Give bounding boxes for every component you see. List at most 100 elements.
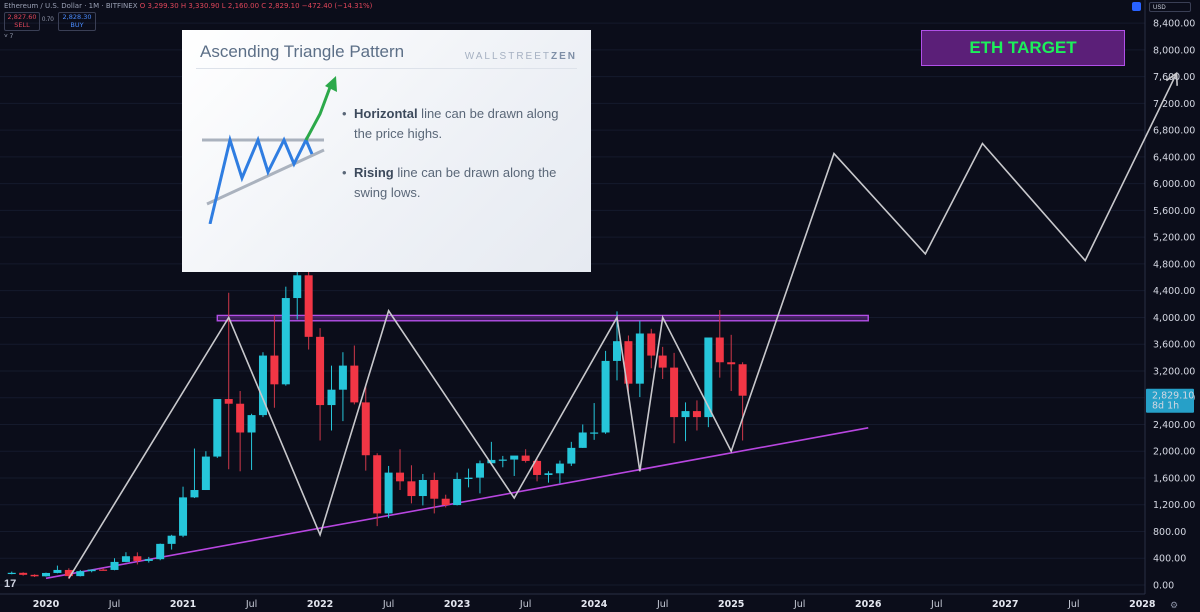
candle-body — [258, 355, 267, 416]
candle-body — [144, 559, 153, 561]
x-tick-label: Jul — [930, 599, 942, 610]
buy-price: 2,828.30 — [62, 13, 92, 21]
candle-body — [555, 463, 564, 474]
y-tick-label: 1,600.00 — [1153, 473, 1195, 484]
projection-path[interactable] — [68, 71, 1178, 579]
candle-body — [201, 456, 210, 491]
candle-body — [270, 355, 279, 385]
x-tick-label: 2024 — [581, 599, 608, 610]
candle-body — [670, 367, 679, 418]
candle-body — [441, 498, 450, 506]
candle-body — [316, 336, 325, 406]
candle-body — [624, 341, 633, 384]
y-tick-label: 3,200.00 — [1153, 366, 1195, 377]
x-tick-label: 2022 — [307, 599, 333, 610]
candle-body — [350, 365, 359, 403]
sell-button[interactable]: 2,827.60 SELL — [4, 12, 40, 31]
time-axis[interactable]: 2020 Jul 2021 Jul 2022 Jul 2023 Jul 2024 Jul 2025 J… — [0, 593, 1156, 610]
x-tick-label: 2026 — [855, 599, 882, 610]
x-tick-label: Jul — [108, 599, 120, 610]
candle-body — [338, 365, 347, 390]
triangle-pattern-icon — [202, 76, 337, 224]
x-tick-label: 2028 — [1129, 599, 1156, 610]
resistance-band[interactable] — [216, 314, 869, 322]
candle-body — [418, 479, 427, 497]
y-tick-label: 0.00 — [1153, 581, 1174, 592]
candle-body — [30, 574, 39, 577]
candle-body — [99, 569, 108, 571]
symbol-title: Ethereum / U.S. Dollar · 1M · BITFINEX — [4, 2, 138, 10]
candle-body — [727, 362, 736, 365]
candle-body — [167, 535, 176, 544]
candle-body — [42, 572, 50, 577]
y-tick-label: 2,000.00 — [1153, 447, 1195, 458]
y-tick-label: 1,200.00 — [1153, 500, 1195, 511]
candle-body — [647, 333, 656, 356]
x-tick-label: 2023 — [444, 599, 470, 610]
y-tick-label: 2,400.00 — [1153, 420, 1195, 431]
y-tick-label: 8,000.00 — [1153, 45, 1195, 56]
y-tick-label: 400.00 — [1153, 554, 1186, 565]
candle-body — [236, 403, 245, 433]
projection-zigzag — [68, 72, 1178, 579]
candle-body — [121, 556, 130, 562]
resistance-rect — [216, 314, 869, 322]
candle-body — [453, 478, 462, 506]
candle-body — [567, 447, 576, 464]
eth-target-box[interactable]: ETH TARGET — [921, 30, 1125, 66]
bullet-rising: • Rising line can be drawn along the swin… — [342, 165, 557, 200]
symbol-header: Ethereum / U.S. Dollar · 1M · BITFINEX O… — [4, 2, 372, 10]
gear-icon[interactable]: ⚙ — [1170, 600, 1179, 610]
x-tick-label: 2025 — [718, 599, 744, 610]
x-tick-label: Jul — [1067, 599, 1079, 610]
candle-countdown: 8d 1h — [1152, 401, 1179, 412]
candle-body — [544, 473, 553, 475]
x-tick-label: 2021 — [170, 599, 196, 610]
candlestick-series — [7, 259, 747, 579]
candle-body — [64, 569, 73, 577]
ohlc-values: O 3,299.30 H 3,330.90 L 2,160.00 C 2,829… — [139, 2, 373, 10]
candle-body — [384, 472, 393, 514]
candle-body — [692, 411, 701, 418]
candle-body — [7, 572, 16, 575]
candle-body — [396, 472, 405, 482]
buy-button[interactable]: 2,828.30 BUY — [58, 12, 96, 31]
candle-body — [19, 572, 28, 575]
candle-body — [247, 415, 256, 433]
y-tick-label: 800.00 — [1153, 527, 1186, 538]
candle-body — [110, 561, 119, 570]
candle-body — [715, 337, 724, 363]
x-tick-label: Jul — [519, 599, 531, 610]
buy-label: BUY — [70, 21, 84, 29]
bullet-horizontal: • Horizontal line can be drawn along the … — [342, 106, 559, 141]
x-tick-label: 2027 — [992, 599, 1018, 610]
price-axis[interactable]: 0.00 400.00 800.00 1,200.00 1,600.00 2,000.00… — [1144, 0, 1195, 594]
y-tick-label: 8,400.00 — [1153, 19, 1195, 30]
candle-body — [87, 569, 96, 572]
candle-body — [521, 455, 530, 461]
x-tick-label: Jul — [382, 599, 394, 610]
candle-body — [224, 399, 233, 404]
candle-body — [190, 490, 199, 498]
divider — [196, 68, 577, 69]
candle-body — [327, 389, 336, 406]
settings-icon[interactable] — [1132, 2, 1141, 11]
sell-price: 2,827.60 — [7, 13, 37, 21]
currency-select[interactable]: USD — [1149, 2, 1191, 12]
tradingview-logo[interactable]: 17 — [4, 578, 17, 590]
candle-body — [293, 275, 302, 299]
candle-body — [76, 571, 85, 577]
indicators-toggle[interactable]: ˅ 7 — [4, 33, 14, 40]
last-price-value: 2,829.10 — [1152, 391, 1194, 402]
candle-body — [658, 355, 667, 368]
candle-body — [533, 460, 542, 475]
x-tick-label: Jul — [656, 599, 668, 610]
candle-body — [635, 333, 644, 384]
projection-arrowhead — [1165, 71, 1178, 86]
info-title: Ascending Triangle Pattern — [200, 42, 405, 61]
candle-body — [475, 463, 484, 478]
candle-body — [213, 399, 222, 457]
indicators-count: 7 — [9, 33, 14, 40]
